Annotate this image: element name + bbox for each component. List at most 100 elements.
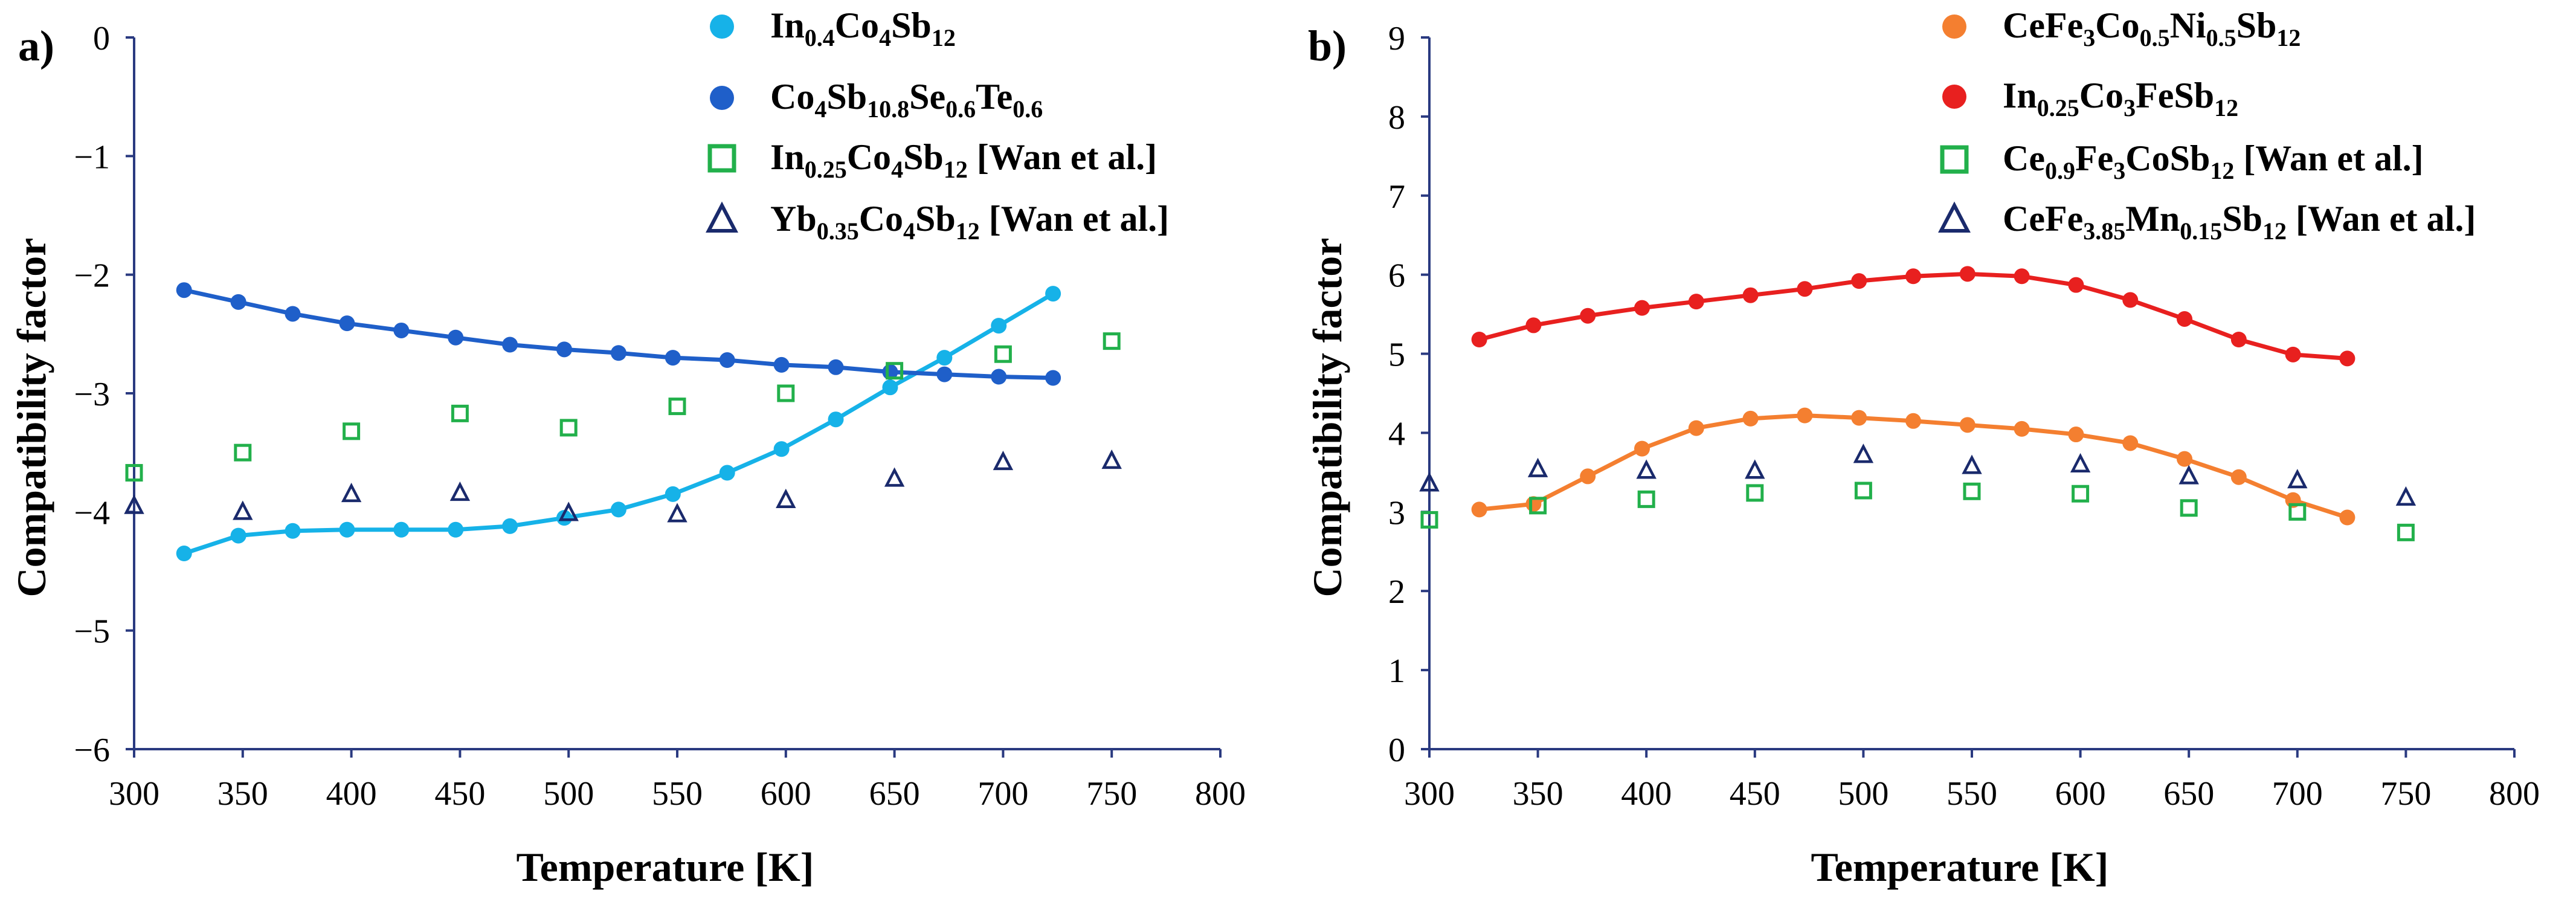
data-point	[777, 384, 795, 402]
legend-label: CeFe3.85Mn0.15Sb12 [Wan et al.]	[2003, 199, 2476, 245]
series-2: In0.25Co4Sb12 [Wan et al.]	[125, 137, 1157, 482]
data-point	[1580, 308, 1596, 324]
data-point	[2068, 427, 2084, 443]
data-point	[2068, 277, 2084, 293]
data-point	[1797, 407, 1813, 424]
data-point	[1525, 317, 1542, 333]
x-tick-label: 450	[1730, 775, 1780, 813]
y-tick-label: 3	[1388, 494, 1405, 532]
data-point	[2285, 346, 2301, 362]
data-point	[1742, 410, 1759, 427]
data-point	[2339, 509, 2355, 526]
legend-marker	[707, 144, 736, 173]
data-point	[1688, 294, 1704, 310]
data-point	[884, 467, 905, 487]
x-tick-label: 600	[2055, 775, 2106, 813]
data-point	[341, 483, 362, 503]
data-point	[556, 341, 573, 358]
data-point	[230, 294, 246, 310]
x-tick-label: 500	[543, 775, 594, 813]
data-point	[2287, 469, 2308, 489]
data-point	[1797, 281, 1813, 297]
series-3: CeFe3.85Mn0.15Sb12 [Wan et al.]	[1419, 199, 2476, 506]
x-tick-label: 350	[217, 775, 268, 813]
data-point	[1851, 410, 1867, 426]
x-tick-label: 650	[869, 775, 920, 813]
x-tick-label: 400	[326, 775, 377, 813]
data-point	[2288, 503, 2307, 521]
data-point	[993, 450, 1014, 471]
legend-label: In0.4Co4Sb12	[770, 5, 956, 51]
data-point	[449, 482, 471, 501]
y-tick-label: −1	[74, 138, 110, 176]
x-tick-label: 750	[2380, 775, 2431, 813]
x-tick-label: 300	[109, 775, 159, 813]
y-tick-label: 6	[1388, 257, 1405, 295]
data-point	[773, 356, 790, 373]
x-tick-label: 500	[1838, 775, 1889, 813]
legend-marker	[1940, 145, 1969, 174]
x-tick-label: 300	[1404, 775, 1455, 813]
x-tick-label: 450	[434, 775, 485, 813]
data-point	[828, 359, 844, 375]
data-point	[343, 422, 361, 440]
data-point	[556, 510, 573, 526]
x-tick-label: 600	[761, 775, 811, 813]
series-1: Co4Sb10.8Se0.6Te0.6	[176, 77, 1061, 386]
data-point	[2339, 350, 2355, 367]
x-tick-label: 400	[1621, 775, 1672, 813]
series-2: Ce0.9Fe3CoSb12 [Wan et al.]	[1420, 138, 2424, 541]
data-point	[1636, 459, 1657, 479]
data-point	[448, 521, 464, 538]
data-point	[1853, 443, 1874, 463]
chart-panel-b: 0 1 2 3 4 5 6 7 8 9 300 350 400 450 500 550 600 650 700 750…	[1304, 5, 2540, 890]
data-point	[558, 501, 579, 521]
legend-marker	[710, 86, 734, 110]
data-point	[176, 546, 192, 562]
legend-marker	[710, 14, 734, 39]
data-point	[2178, 465, 2199, 485]
data-point	[233, 500, 253, 520]
data-point	[1746, 484, 1764, 502]
y-axis-label: Compatibility factor	[8, 238, 54, 598]
legend-marker	[1942, 85, 1966, 109]
y-tick-label: 0	[1388, 732, 1405, 769]
legend-marker	[706, 201, 738, 233]
x-tick-label: 800	[2489, 775, 2540, 813]
data-point	[393, 322, 410, 338]
data-point	[124, 494, 144, 514]
data-point	[502, 337, 518, 353]
y-axis-label: Compatibility factor	[1304, 238, 1350, 598]
data-point	[1745, 459, 1765, 479]
data-point	[1637, 490, 1655, 508]
panel-label: b)	[1308, 22, 1347, 70]
y-tick-label: 5	[1388, 337, 1405, 374]
data-point	[1527, 457, 1548, 477]
series-1: In0.25Co3FeSb12	[1471, 76, 2355, 367]
x-tick-label: 650	[2163, 775, 2214, 813]
x-tick-label: 800	[1195, 775, 1246, 813]
data-point	[1963, 482, 1981, 500]
series-line	[1478, 271, 2348, 361]
y-tick-label: 8	[1388, 99, 1405, 137]
chart-panel-a: 0 −1 −2 −3 −4 −5 −6 300 350 400 450 500 550 600 650 700…	[8, 5, 1246, 890]
data-point	[559, 419, 578, 437]
y-tick-label: −2	[74, 257, 110, 295]
y-tick-label: 2	[1388, 573, 1405, 611]
data-point	[610, 501, 626, 518]
data-point	[393, 521, 410, 538]
data-point	[2177, 311, 2193, 327]
x-tick-label: 700	[2272, 775, 2323, 813]
data-point	[2397, 523, 2415, 541]
x-tick-label: 550	[652, 775, 703, 813]
data-point	[2177, 451, 2193, 467]
data-point	[2230, 331, 2247, 347]
data-point	[991, 369, 1007, 385]
data-point	[1471, 501, 1487, 518]
data-point	[2395, 486, 2417, 506]
data-point	[1419, 472, 1440, 492]
data-point	[1959, 417, 1975, 433]
data-point	[1103, 332, 1121, 350]
data-point	[991, 318, 1007, 334]
